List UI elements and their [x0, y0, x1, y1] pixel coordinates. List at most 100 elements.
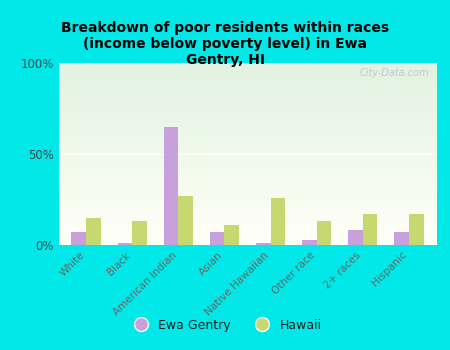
Bar — [58, 65, 436, 66]
Bar — [58, 141, 436, 142]
Bar — [409, 214, 423, 245]
Bar — [58, 68, 436, 69]
Bar — [58, 140, 436, 141]
Bar — [58, 146, 436, 147]
Text: Breakdown of poor residents within races
(income below poverty level) in Ewa
Gen: Breakdown of poor residents within races… — [61, 21, 389, 68]
Bar — [58, 150, 436, 151]
Bar — [58, 157, 436, 158]
Bar — [164, 127, 178, 245]
Bar — [58, 224, 436, 225]
Bar — [58, 226, 436, 227]
Bar — [58, 102, 436, 103]
Bar — [58, 79, 436, 80]
Bar — [58, 244, 436, 245]
Bar — [58, 112, 436, 113]
Bar — [58, 113, 436, 114]
Bar — [58, 172, 436, 173]
Bar — [58, 222, 436, 223]
Bar — [58, 91, 436, 92]
Bar — [58, 152, 436, 153]
Bar — [58, 124, 436, 125]
Bar — [58, 153, 436, 154]
Bar — [58, 221, 436, 222]
Bar — [363, 214, 378, 245]
Bar — [58, 163, 436, 164]
Bar — [58, 121, 436, 122]
Bar — [58, 185, 436, 186]
Bar — [58, 168, 436, 169]
Bar — [58, 192, 436, 193]
Bar — [58, 207, 436, 208]
Bar — [58, 89, 436, 90]
Bar — [58, 95, 436, 96]
Bar — [58, 194, 436, 195]
Bar — [58, 230, 436, 231]
Bar — [58, 144, 436, 145]
Bar — [58, 73, 436, 74]
Bar — [58, 142, 436, 143]
Bar — [58, 209, 436, 210]
Bar — [58, 190, 436, 191]
Bar — [58, 178, 436, 180]
Bar — [58, 116, 436, 117]
Bar — [225, 225, 239, 245]
Bar — [58, 100, 436, 101]
Bar — [58, 240, 436, 241]
Bar — [58, 156, 436, 157]
Bar — [58, 145, 436, 146]
Bar — [58, 143, 436, 144]
Bar — [58, 72, 436, 73]
Bar — [58, 114, 436, 115]
Bar — [58, 84, 436, 85]
Bar — [58, 232, 436, 233]
Bar — [178, 196, 193, 245]
Bar — [58, 229, 436, 230]
Bar — [58, 162, 436, 163]
Bar — [58, 195, 436, 196]
Bar — [58, 228, 436, 229]
Bar — [58, 77, 436, 78]
Bar — [58, 139, 436, 140]
Bar — [58, 214, 436, 215]
Bar — [58, 130, 436, 131]
Bar — [58, 122, 436, 123]
Bar — [58, 196, 436, 197]
Bar — [58, 166, 436, 167]
Bar — [58, 80, 436, 81]
Bar — [58, 83, 436, 84]
Bar — [58, 225, 436, 226]
Bar — [58, 201, 436, 202]
Bar — [394, 232, 409, 245]
Bar — [58, 128, 436, 130]
Bar — [58, 176, 436, 177]
Bar — [58, 241, 436, 242]
Bar — [58, 205, 436, 206]
Bar — [58, 99, 436, 100]
Bar — [58, 74, 436, 75]
Bar — [58, 147, 436, 148]
Bar — [58, 64, 436, 65]
Bar — [58, 164, 436, 165]
Bar — [58, 188, 436, 189]
Bar — [58, 101, 436, 102]
Bar — [58, 118, 436, 119]
Bar — [58, 199, 436, 201]
Bar — [58, 173, 436, 174]
Bar — [58, 131, 436, 132]
Bar — [58, 88, 436, 89]
Bar — [58, 120, 436, 121]
Bar — [58, 133, 436, 134]
Bar — [58, 96, 436, 97]
Bar — [58, 174, 436, 175]
Bar — [58, 149, 436, 150]
Bar — [58, 69, 436, 70]
Bar — [317, 221, 331, 245]
Bar — [58, 238, 436, 239]
Bar — [58, 198, 436, 200]
Bar — [58, 242, 436, 243]
Bar — [58, 197, 436, 198]
Bar — [58, 105, 436, 106]
Bar — [58, 223, 436, 224]
Bar — [58, 231, 436, 232]
Bar — [58, 215, 436, 216]
